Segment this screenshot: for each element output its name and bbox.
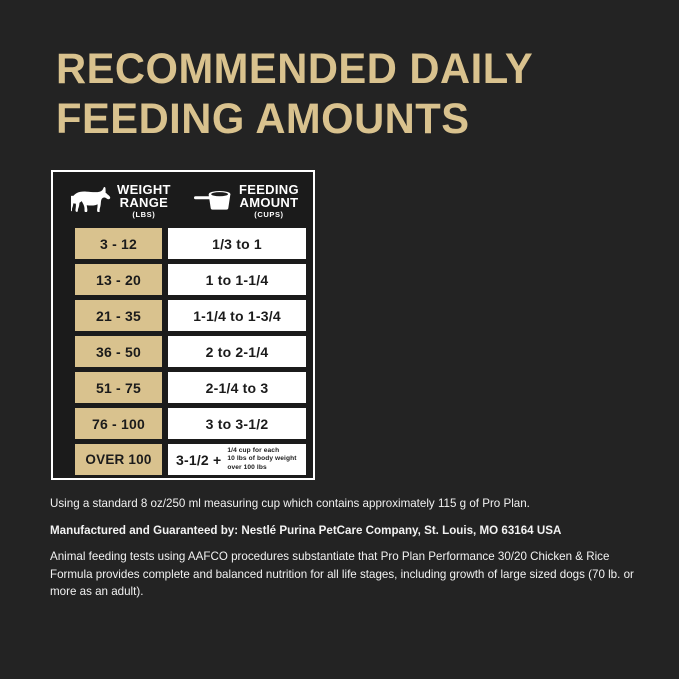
manufacturer-line: Manufactured and Guaranteed by: Nestlé P…: [50, 523, 562, 537]
table-row: 76 - 100 3 to 3-1/2: [57, 408, 309, 439]
weight-range-cell: 51 - 75: [75, 372, 162, 403]
feeding-amount-note-line-2: 10 lbs of body weight: [227, 455, 297, 463]
aafco-statement: Animal feeding tests using AAFCO procedu…: [50, 548, 640, 601]
page-title: RECOMMENDED DAILY FEEDING AMOUNTS: [56, 44, 599, 144]
measuring-cup-icon: [193, 186, 233, 217]
feeding-amount-header: FEEDING AMOUNT (CUPS): [193, 183, 299, 220]
aafco-statement-line-3: of large sized dogs (70 lb. or more as a…: [50, 567, 634, 599]
weight-range-header-unit: (LBS): [132, 209, 156, 219]
weight-range-cell: 36 - 50: [75, 336, 162, 367]
weight-range-cell: 3 - 12: [75, 228, 162, 259]
table-row: 21 - 35 1-1/4 to 1-3/4: [57, 300, 309, 331]
weight-range-cell: OVER 100: [75, 444, 162, 475]
feeding-amount-value: 3-1/2 +: [176, 451, 222, 468]
page-title-line-2: FEEDING AMOUNTS: [56, 95, 470, 143]
feeding-table: WEIGHT RANGE (LBS): [51, 170, 315, 480]
feeding-amount-cell: 2-1/4 to 3: [168, 372, 306, 403]
feeding-amount-note-line-3: over 100 lbs: [227, 463, 267, 471]
feeding-amount-note-line-1: 1/4 cup for each: [227, 447, 280, 455]
footer-text: Using a standard 8 oz/250 ml measuring c…: [50, 495, 640, 601]
feeding-amount-note: 1/4 cup for each 10 lbs of body weight o…: [227, 447, 296, 472]
aafco-statement-line-1: Animal feeding tests using AAFCO procedu…: [50, 550, 527, 563]
weight-range-header: WEIGHT RANGE (LBS): [69, 183, 171, 220]
weight-range-header-line-2: RANGE: [119, 194, 169, 210]
feeding-amount-cell: 1-1/4 to 1-3/4: [168, 300, 306, 331]
feeding-amount-header-text: FEEDING AMOUNT (CUPS): [239, 183, 299, 220]
table-row: 51 - 75 2-1/4 to 3: [57, 372, 309, 403]
table-row: OVER 100 3-1/2 + 1/4 cup for each 10 lbs…: [57, 444, 309, 475]
weight-range-header-line-1: WEIGHT: [117, 181, 171, 197]
table-row: 3 - 12 1/3 to 1: [57, 228, 309, 259]
weight-range-cell: 76 - 100: [75, 408, 162, 439]
weight-range-cell: 21 - 35: [75, 300, 162, 331]
aafco-statement-line-2: Chicken & Rice Formula provides complete…: [50, 550, 610, 581]
measuring-cup-note: Using a standard 8 oz/250 ml measuring c…: [50, 497, 530, 510]
dog-icon: [69, 186, 111, 217]
feeding-amount-header-unit: (CUPS): [254, 209, 284, 219]
feeding-amount-cell: 1/3 to 1: [168, 228, 306, 259]
feeding-amount-cell: 3-1/2 + 1/4 cup for each 10 lbs of body …: [168, 444, 306, 475]
feeding-table-inner: WEIGHT RANGE (LBS): [57, 176, 309, 475]
feeding-amount-cell: 3 to 3-1/2: [168, 408, 306, 439]
feeding-table-body: 3 - 12 1/3 to 1 13 - 20 1 to 1-1/4 21 - …: [57, 228, 309, 475]
page-title-line-1: RECOMMENDED DAILY: [56, 45, 534, 93]
table-row: 13 - 20 1 to 1-1/4: [57, 264, 309, 295]
feeding-amount-header-line-2: AMOUNT: [239, 194, 299, 210]
feeding-amount-cell: 1 to 1-1/4: [168, 264, 306, 295]
table-row: 36 - 50 2 to 2-1/4: [57, 336, 309, 367]
feeding-table-header: WEIGHT RANGE (LBS): [57, 176, 309, 226]
feeding-amount-cell: 2 to 2-1/4: [168, 336, 306, 367]
weight-range-cell: 13 - 20: [75, 264, 162, 295]
feeding-amount-header-line-1: FEEDING: [239, 181, 299, 197]
weight-range-header-text: WEIGHT RANGE (LBS): [117, 183, 171, 220]
